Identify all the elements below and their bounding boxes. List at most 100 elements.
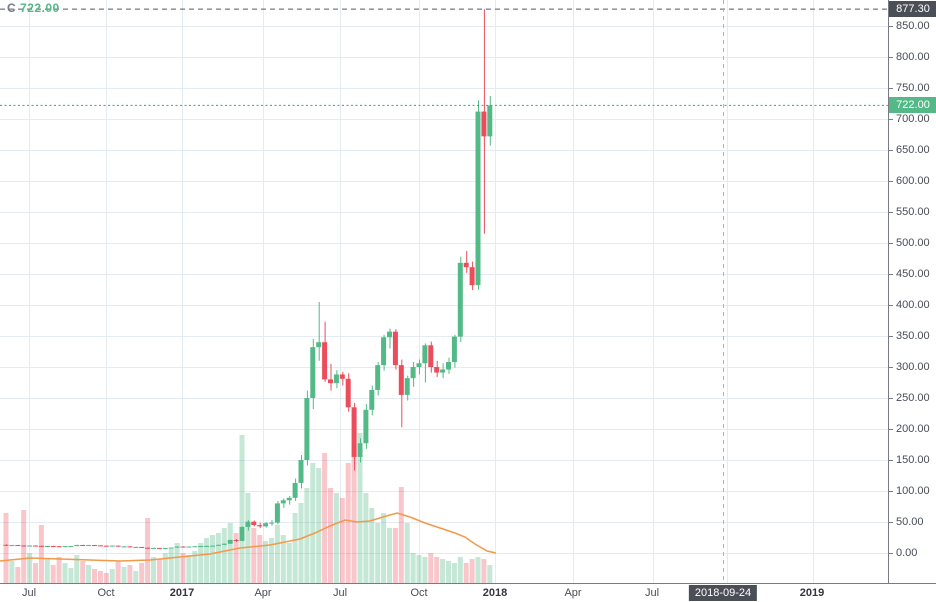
- tick-dash: [889, 367, 893, 368]
- current-price-badge: 722.00: [889, 97, 936, 114]
- candle-body: [251, 521, 257, 526]
- candle-body: [151, 547, 156, 549]
- candle-body: [3, 544, 9, 546]
- volume-bar: [469, 559, 475, 583]
- marker-date-badge: 2018-09-24: [688, 585, 758, 601]
- volume-bar: [245, 493, 251, 583]
- candle-body: [339, 374, 345, 379]
- tick-dash: [889, 119, 893, 120]
- candle-body: [121, 546, 127, 548]
- tick-label: 350.00: [896, 330, 930, 342]
- tick-dash: [889, 336, 893, 337]
- tick-label: 650.00: [896, 144, 930, 156]
- volume-bar: [97, 571, 103, 583]
- price-tick: 500.00: [889, 237, 936, 249]
- candle-body: [68, 546, 74, 548]
- tick-dash: [889, 522, 893, 523]
- candle-body: [257, 525, 263, 527]
- tick-label: 100.00: [896, 485, 930, 497]
- volume-bar: [316, 468, 322, 583]
- volume-bar: [440, 559, 446, 583]
- volume-bar: [180, 553, 186, 583]
- time-axis[interactable]: 2018-09-24 Jul Oct 2017 Apr Jul Oct 2018 Apr Jul…: [0, 583, 936, 602]
- candle-body: [428, 345, 434, 367]
- volume-bar: [434, 557, 440, 583]
- tick-dash: [889, 491, 893, 492]
- tick-label: 150.00: [896, 454, 930, 466]
- volume-bar: [80, 561, 86, 583]
- candle-body: [310, 347, 316, 398]
- candle-body: [375, 365, 381, 390]
- candle-body: [27, 545, 33, 547]
- candle-body: [210, 545, 215, 547]
- volume-bar: [451, 563, 457, 583]
- volume-bar: [21, 510, 27, 583]
- candle-body: [204, 545, 210, 547]
- volume-bar: [198, 543, 204, 583]
- tick-dash: [889, 460, 893, 461]
- volume-bar: [274, 525, 280, 583]
- candle-body: [97, 545, 103, 547]
- price-tick: 650.00: [889, 144, 936, 156]
- candle-body: [15, 545, 21, 547]
- candle-body: [127, 546, 133, 548]
- tick-label: 500.00: [896, 237, 930, 249]
- volume-bar: [62, 563, 68, 583]
- volume-bar: [463, 563, 469, 583]
- tick-dash: [889, 429, 893, 430]
- candle-body: [133, 546, 139, 548]
- tick-dash: [889, 181, 893, 182]
- volume-bar: [322, 453, 328, 583]
- volume-bar: [310, 463, 316, 583]
- volume-bar: [387, 528, 392, 583]
- candle-body: [115, 545, 121, 547]
- volume-bar: [298, 503, 304, 583]
- volume-bar: [186, 555, 192, 583]
- price-axis[interactable]: 877.30 722.00 0.00 50.00 100.00 150.00 200.0…: [888, 0, 936, 583]
- price-tick: 800.00: [889, 51, 936, 63]
- price-tick: 250.00: [889, 392, 936, 404]
- candle-body: [192, 546, 198, 548]
- candle-body: [215, 544, 221, 546]
- candle-body: [62, 546, 68, 548]
- plot-area[interactable]: [0, 0, 888, 583]
- candle-body: [328, 379, 333, 384]
- volume-bar: [50, 565, 56, 583]
- tick-dash: [889, 398, 893, 399]
- volume-bar: [328, 488, 333, 583]
- volume-bar: [38, 525, 44, 583]
- price-tick: 150.00: [889, 454, 936, 466]
- tick-label: 300.00: [896, 361, 930, 373]
- tick-dash: [889, 305, 893, 306]
- candle-body: [44, 545, 50, 547]
- candle-body: [457, 262, 463, 337]
- candle-body: [387, 331, 392, 338]
- volume-bar: [363, 493, 369, 583]
- volume-bar: [3, 513, 9, 583]
- tick-dash: [889, 26, 893, 27]
- candle-body: [174, 546, 180, 548]
- volume-bar: [221, 528, 227, 583]
- candle-body: [298, 460, 304, 483]
- volume-bar: [27, 553, 33, 583]
- candle-body: [446, 362, 451, 370]
- tick-label: 0.00: [896, 547, 918, 559]
- volume-bar: [92, 569, 97, 583]
- volume-bar: [127, 565, 133, 583]
- volume-bar: [428, 553, 434, 583]
- price-tick: 400.00: [889, 299, 936, 311]
- candle-body: [180, 546, 186, 548]
- ohlc-legend[interactable]: C 722.00: [7, 1, 60, 15]
- volume-bar: [168, 549, 174, 583]
- time-axis-month-label: Apr: [254, 587, 272, 599]
- volume-bar: [9, 561, 15, 583]
- volume-bar: [227, 523, 233, 583]
- candle-body: [263, 523, 269, 527]
- volume-bar: [475, 557, 481, 583]
- volume-bar: [263, 541, 269, 583]
- tick-dash: [889, 274, 893, 275]
- volume-bar: [68, 568, 74, 583]
- candle-body: [145, 547, 151, 549]
- volume-bar: [74, 555, 80, 583]
